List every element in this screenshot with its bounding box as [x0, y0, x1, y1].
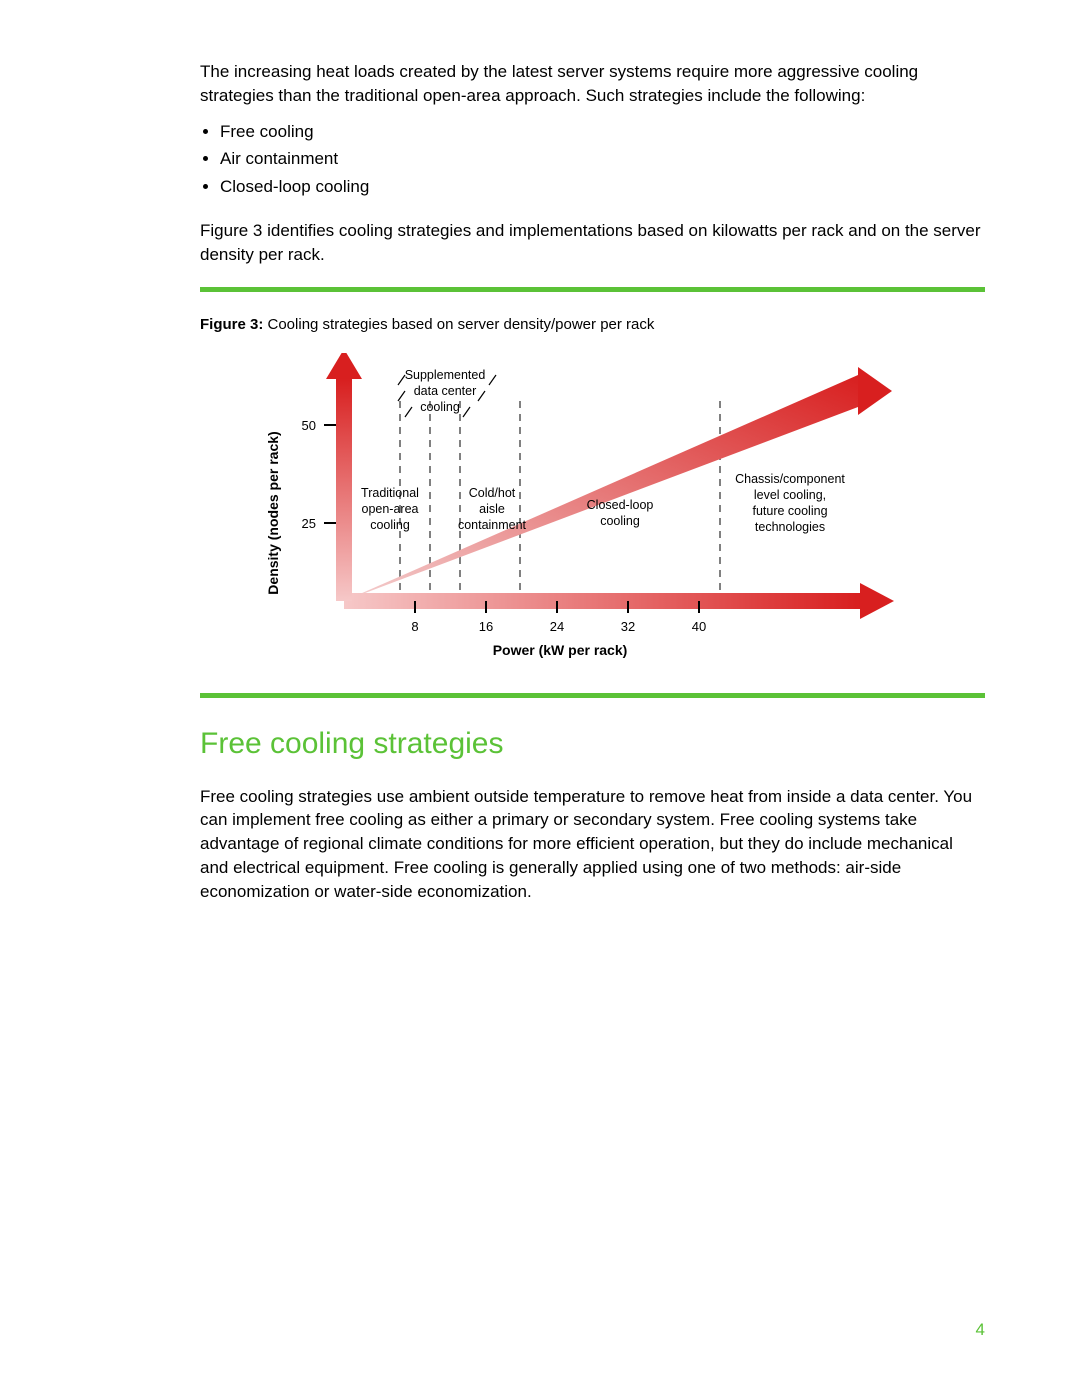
x-tick-label: 8	[411, 619, 418, 634]
x-tick-label: 40	[692, 619, 706, 634]
region-label: cooling	[420, 400, 460, 414]
chart-x-axis-arrow	[344, 583, 894, 619]
region-label: Chassis/component	[735, 472, 845, 486]
x-tick-label: 16	[479, 619, 493, 634]
y-axis-label: Density (nodes per rack)	[265, 431, 281, 594]
figure-caption-label: Figure 3:	[200, 316, 263, 333]
region-label: level cooling,	[754, 488, 826, 502]
region-label: cooling	[600, 514, 640, 528]
chart-y-axis-arrow	[326, 353, 362, 601]
region-label: containment	[458, 518, 527, 532]
region-label: Closed-loop	[587, 498, 654, 512]
x-tick-label: 32	[621, 619, 635, 634]
region-label: data center	[414, 384, 477, 398]
region-label: cooling	[370, 518, 410, 532]
bullet-list: Free cooling Air containment Closed-loop…	[200, 120, 985, 199]
bullet-item: Air containment	[220, 147, 985, 171]
chart-dashed-separators	[400, 401, 720, 591]
figure-caption: Figure 3: Cooling strategies based on se…	[200, 314, 985, 335]
region-label: technologies	[755, 520, 825, 534]
x-axis-label: Power (kW per rack)	[493, 642, 628, 658]
region-label: Supplemented	[405, 368, 486, 382]
bullet-item: Free cooling	[220, 120, 985, 144]
intro-paragraph: The increasing heat loads created by the…	[200, 60, 985, 108]
region-label: future cooling	[752, 504, 827, 518]
page-number: 4	[976, 1318, 985, 1342]
region-label: Traditional	[361, 486, 419, 500]
region-label: aisle	[479, 502, 505, 516]
region-label: open-area	[362, 502, 419, 516]
y-tick-label: 50	[302, 418, 316, 433]
chart-figure: 8 16 24 32 40 25 50 Power (kW per rack) …	[260, 353, 900, 673]
figure-caption-text: Cooling strategies based on server densi…	[263, 316, 654, 333]
y-tick-label: 25	[302, 516, 316, 531]
region-label: Cold/hot	[469, 486, 516, 500]
bullet-item: Closed-loop cooling	[220, 175, 985, 199]
divider-rule	[200, 287, 985, 292]
section-heading: Free cooling strategies	[200, 723, 985, 765]
body-paragraph: Free cooling strategies use ambient outs…	[200, 785, 985, 904]
x-tick-label: 24	[550, 619, 564, 634]
figure-ref-paragraph: Figure 3 identifies cooling strategies a…	[200, 219, 985, 267]
divider-rule	[200, 693, 985, 698]
chart-y-ticks	[324, 425, 336, 523]
